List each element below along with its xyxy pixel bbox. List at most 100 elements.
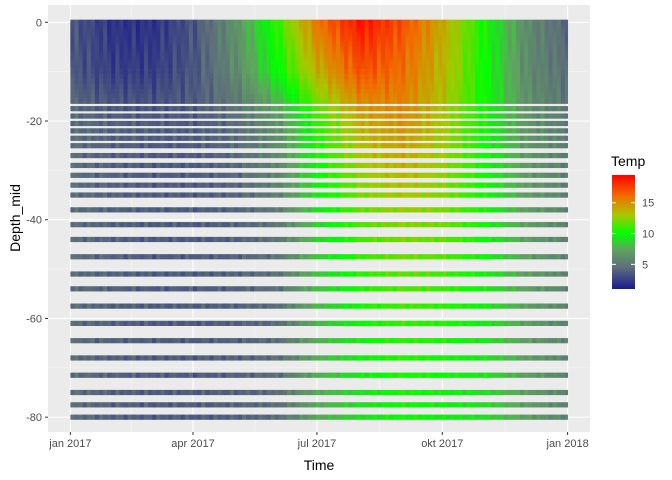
data-cell — [242, 69, 247, 75]
data-cell — [74, 64, 79, 70]
data-cell — [401, 172, 406, 178]
data-cell — [319, 88, 325, 94]
data-cell — [548, 128, 554, 134]
data-cell — [425, 236, 431, 243]
data-cell — [127, 254, 133, 260]
data-cell — [491, 120, 496, 127]
data-cell — [528, 192, 533, 198]
data-cell — [90, 128, 96, 134]
data-cell — [197, 113, 202, 119]
data-cell — [446, 192, 451, 198]
data-cell — [462, 113, 468, 119]
data-cell — [564, 120, 569, 127]
data-cell — [217, 98, 222, 104]
data-cell — [119, 152, 124, 159]
data-cell — [278, 73, 284, 80]
data-cell — [127, 73, 133, 80]
data-cell — [156, 182, 161, 188]
data-cell — [70, 207, 75, 213]
data-cell — [556, 93, 562, 99]
data-cell — [552, 73, 558, 80]
data-cell — [540, 73, 545, 80]
data-cell — [172, 98, 178, 104]
data-cell — [462, 192, 468, 198]
data-cell — [315, 192, 321, 198]
data-cell — [180, 207, 186, 213]
data-cell — [192, 106, 198, 112]
data-cell — [409, 135, 415, 141]
data-cell — [299, 143, 304, 149]
data-cell — [237, 152, 243, 159]
data-cell — [556, 172, 562, 178]
data-cell — [372, 182, 378, 188]
data-cell — [487, 83, 492, 90]
data-cell — [266, 152, 272, 159]
data-cell — [250, 106, 255, 112]
data-cell — [548, 78, 554, 85]
data-cell — [188, 93, 194, 99]
data-cell — [119, 106, 124, 112]
depth-row — [70, 143, 569, 149]
data-cell — [405, 152, 410, 159]
data-cell — [119, 88, 124, 94]
data-cell — [315, 73, 321, 80]
data-cell — [103, 207, 108, 213]
data-cell — [115, 78, 120, 85]
data-cell — [389, 236, 394, 243]
data-cell — [278, 236, 284, 243]
data-cell — [286, 222, 292, 228]
data-cell — [98, 254, 104, 260]
data-cell — [250, 128, 255, 134]
data-cell — [156, 254, 161, 260]
data-cell — [348, 106, 353, 112]
data-cell — [544, 222, 549, 228]
data-cell — [409, 83, 415, 90]
data-cell — [515, 172, 521, 178]
data-cell — [282, 182, 288, 188]
data-cell — [393, 135, 398, 141]
data-cell — [560, 162, 566, 169]
data-cell — [454, 222, 460, 228]
data-cell — [197, 88, 202, 94]
data-cell — [262, 135, 267, 141]
data-cell — [307, 83, 312, 90]
data-cell — [499, 162, 504, 169]
data-cell — [519, 152, 525, 159]
data-cell — [156, 172, 161, 178]
data-cell — [70, 236, 75, 243]
data-cell — [564, 98, 569, 104]
data-cell — [172, 236, 178, 243]
data-cell — [70, 83, 75, 90]
data-cell — [430, 162, 435, 169]
data-cell — [540, 113, 545, 119]
data-cell — [344, 88, 349, 94]
data-cell — [188, 98, 194, 104]
data-cell — [98, 162, 104, 169]
data-cell — [409, 143, 415, 149]
data-cell — [340, 182, 345, 188]
data-cell — [209, 98, 214, 104]
data-cell — [397, 78, 402, 85]
data-cell — [94, 73, 100, 80]
data-cell — [242, 88, 247, 94]
data-cell — [86, 106, 92, 112]
data-cell — [188, 172, 194, 178]
data-cell — [503, 192, 509, 198]
data-cell — [401, 113, 406, 119]
data-cell — [274, 88, 280, 94]
data-cell — [254, 83, 259, 90]
data-cell — [503, 128, 509, 134]
data-cell — [311, 98, 316, 104]
data-cell — [107, 207, 112, 213]
data-cell — [430, 207, 435, 213]
data-cell — [94, 98, 100, 104]
data-cell — [466, 207, 472, 213]
data-cell — [152, 152, 157, 159]
data-cell — [380, 78, 386, 85]
data-cell — [148, 254, 153, 260]
data-cell — [397, 162, 402, 169]
data-cell — [327, 207, 333, 213]
data-cell — [90, 222, 96, 228]
data-cell — [454, 236, 460, 243]
data-cell — [131, 182, 137, 188]
